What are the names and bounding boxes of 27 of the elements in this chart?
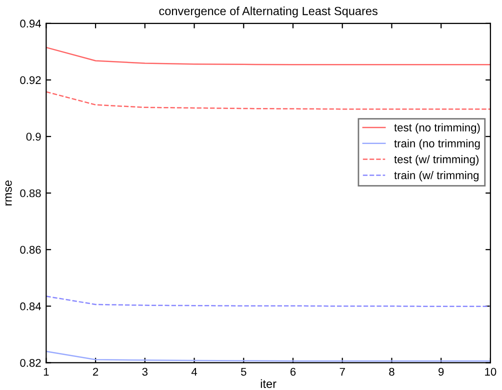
- y-tick-label: 0.82: [20, 358, 41, 367]
- x-tick-label: 2: [93, 368, 98, 376]
- y-tick-label: 0.94: [20, 20, 41, 28]
- y-tick-label: 0.9: [26, 132, 41, 141]
- x-tick-label: 8: [389, 368, 394, 376]
- line-series: [46, 296, 490, 308]
- y-tick-label: 0.84: [20, 302, 41, 310]
- x-axis-title: iter: [260, 379, 276, 388]
- x-tick-label: 3: [142, 368, 148, 376]
- x-tick-label: 6: [290, 368, 296, 376]
- x-tick-label: 4: [191, 368, 198, 376]
- legend-label: test (w/ trimming): [394, 155, 479, 166]
- x-tick-label: 9: [438, 368, 444, 376]
- legend-label: train (w/ trimming: [394, 171, 478, 182]
- x-tick-label: 5: [240, 368, 246, 376]
- legend-label: train (no trimming: [394, 139, 480, 150]
- x-tick-label: 1: [44, 368, 49, 376]
- y-tick-label: 0.92: [20, 76, 41, 84]
- y-tick-label: 0.88: [20, 189, 41, 198]
- line-series: [46, 91, 490, 110]
- chart-title: convergence of Alternating Least Squares: [159, 6, 378, 18]
- x-tick-label: 10: [485, 368, 496, 376]
- legend-label: test (no trimming): [394, 123, 480, 134]
- line-series: [46, 46, 490, 66]
- x-tick-label: 7: [340, 368, 345, 376]
- y-axis-title: rmse: [5, 180, 12, 206]
- y-tick-label: 0.86: [20, 246, 41, 254]
